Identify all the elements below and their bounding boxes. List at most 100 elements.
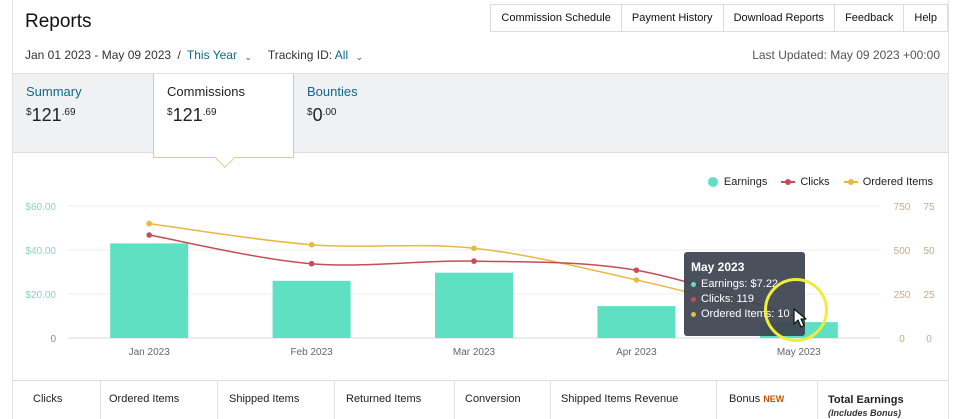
currency-symbol: $ bbox=[26, 107, 32, 118]
column-conversion[interactable]: Conversion bbox=[455, 381, 551, 419]
ordered-items-point bbox=[471, 245, 477, 252]
column-bonus-label: Bonus bbox=[729, 393, 761, 405]
legend-clicks-label: Clicks bbox=[800, 176, 830, 188]
x-axis-tick: Mar 2023 bbox=[453, 347, 496, 358]
amount-cents: .69 bbox=[202, 107, 217, 118]
tooltip-earnings: Earnings: $7.22 bbox=[701, 278, 779, 290]
tooltip-clicks: Clicks: 119 bbox=[701, 293, 754, 305]
x-axis-tick: May 2023 bbox=[777, 347, 821, 358]
ordered-items-point bbox=[308, 241, 315, 248]
column-shipped-items-revenue[interactable]: Shipped Items Revenue bbox=[551, 381, 717, 419]
currency-symbol: $ bbox=[307, 107, 313, 118]
currency-symbol: $ bbox=[167, 107, 173, 118]
tab-commissions-label: Commissions bbox=[167, 84, 246, 99]
chart-legend: Earnings Clicks Ordered Items bbox=[694, 176, 933, 188]
left-axis-tick: 0 bbox=[50, 334, 56, 345]
earnings-bar bbox=[110, 243, 189, 338]
tooltip-earnings-row: Earnings: $7.22 bbox=[691, 278, 798, 290]
tab-bounties-label: Bounties bbox=[307, 84, 358, 99]
left-axis-tick: $20.00 bbox=[25, 290, 56, 301]
chevron-down-icon: ⌄ bbox=[244, 52, 252, 62]
ordered-items-swatch bbox=[843, 177, 858, 187]
earnings-dot bbox=[691, 281, 696, 287]
amount-cents: .69 bbox=[61, 107, 76, 118]
ordered-items-dot bbox=[691, 311, 696, 317]
clicks-point bbox=[146, 232, 152, 238]
column-total-earnings-sub: (Includes Bonus) bbox=[828, 408, 902, 418]
payment-history-link[interactable]: Payment History bbox=[620, 5, 723, 31]
legend-earnings-label: Earnings bbox=[723, 176, 768, 188]
ordered-items-point bbox=[633, 277, 640, 283]
column-bonus[interactable]: Bonus NEW bbox=[717, 381, 818, 419]
tracking-id-label: Tracking ID: bbox=[267, 48, 333, 62]
feedback-link[interactable]: Feedback bbox=[834, 5, 903, 31]
column-ordered-items[interactable]: Ordered Items bbox=[101, 381, 218, 419]
earnings-bar bbox=[435, 272, 513, 338]
tooltip-clicks-row: Clicks: 119 bbox=[691, 293, 798, 305]
earnings-bar bbox=[597, 306, 676, 338]
right-axis-2-tick: 75 bbox=[923, 202, 935, 213]
clicks-swatch bbox=[781, 177, 796, 187]
tab-commissions-value: $121.69 bbox=[167, 105, 280, 126]
top-nav: Commission Schedule Payment History Down… bbox=[490, 4, 948, 32]
right-axis-tick: 250 bbox=[894, 290, 911, 301]
report-tabs: Summary $121.69 Commissions $121.69 Boun… bbox=[13, 73, 948, 168]
reports-panel bbox=[12, 0, 949, 419]
date-range[interactable]: Jan 01 2023 - May 09 2023 / This Year ⌄ bbox=[25, 48, 252, 62]
tab-bounties-value: $0.00 bbox=[307, 105, 421, 126]
x-axis-tick: Apr 2023 bbox=[616, 347, 657, 358]
clicks-point bbox=[308, 260, 315, 267]
amount-cents: .00 bbox=[322, 107, 337, 118]
amount-whole: 121 bbox=[172, 105, 203, 125]
right-axis-tick: 0 bbox=[899, 334, 905, 345]
column-clicks[interactable]: Clicks bbox=[13, 381, 101, 419]
earnings-bar bbox=[272, 280, 351, 338]
cursor-highlight-ring bbox=[764, 278, 828, 342]
x-axis-tick: Jan 2023 bbox=[129, 347, 171, 358]
legend-clicks[interactable]: Clicks bbox=[781, 176, 830, 188]
column-shipped-items[interactable]: Shipped Items bbox=[218, 381, 335, 419]
ordered-items-point bbox=[146, 220, 152, 227]
clicks-point bbox=[633, 267, 640, 274]
right-axis-tick: 750 bbox=[894, 202, 911, 213]
clicks-point bbox=[471, 258, 477, 264]
column-returned-items[interactable]: Returned Items bbox=[335, 381, 455, 419]
legend-earnings[interactable]: Earnings bbox=[707, 176, 768, 188]
column-total-earnings[interactable]: Total Earnings (Includes Bonus) bbox=[818, 381, 948, 419]
right-axis-2-tick: 25 bbox=[923, 290, 935, 301]
commission-schedule-link[interactable]: Commission Schedule bbox=[501, 12, 611, 24]
left-axis-tick: $60.00 bbox=[25, 202, 56, 213]
tab-commissions[interactable]: Commissions $121.69 bbox=[153, 74, 294, 168]
mouse-cursor-icon bbox=[793, 308, 807, 328]
tab-summary-value: $121.69 bbox=[26, 105, 140, 126]
last-updated: Last Updated: May 09 2023 +00:00 bbox=[752, 48, 940, 62]
tooltip-title: May 2023 bbox=[691, 260, 745, 274]
tab-bounties[interactable]: Bounties $0.00 bbox=[294, 74, 434, 154]
tab-summary-label: Summary bbox=[26, 84, 82, 99]
download-reports-link[interactable]: Download Reports bbox=[722, 5, 835, 31]
column-total-earnings-label: Total Earnings bbox=[828, 394, 904, 406]
x-axis-tick: Feb 2023 bbox=[290, 347, 333, 358]
right-axis-2-tick: 50 bbox=[923, 246, 935, 257]
left-axis-tick: $40.00 bbox=[25, 246, 56, 257]
period-selector[interactable]: This Year bbox=[186, 48, 237, 62]
legend-ordered-items[interactable]: Ordered Items bbox=[843, 176, 933, 188]
date-separator: / bbox=[177, 48, 181, 62]
tracking-id-filter[interactable]: Tracking ID: All ⌄ bbox=[268, 48, 363, 62]
filter-bar: Jan 01 2023 - May 09 2023 / This Year ⌄ … bbox=[25, 48, 363, 62]
amount-whole: 121 bbox=[31, 105, 62, 125]
new-badge: NEW bbox=[763, 394, 785, 404]
clicks-dot bbox=[691, 296, 696, 302]
page-title: Reports bbox=[25, 11, 92, 32]
right-axis-tick: 500 bbox=[894, 246, 911, 257]
right-axis-2-tick: 0 bbox=[926, 334, 932, 345]
tracking-id-value[interactable]: All bbox=[334, 48, 349, 62]
amount-whole: 0 bbox=[312, 105, 323, 125]
chevron-down-icon: ⌄ bbox=[355, 52, 364, 62]
earnings-swatch bbox=[707, 177, 718, 187]
tab-summary[interactable]: Summary $121.69 bbox=[13, 74, 153, 154]
date-range-text: Jan 01 2023 - May 09 2023 bbox=[25, 48, 172, 62]
help-link[interactable]: Help bbox=[903, 5, 947, 31]
legend-ordered-items-label: Ordered Items bbox=[862, 176, 933, 188]
metrics-table-header: Clicks Ordered Items Shipped Items Retur… bbox=[13, 380, 948, 419]
